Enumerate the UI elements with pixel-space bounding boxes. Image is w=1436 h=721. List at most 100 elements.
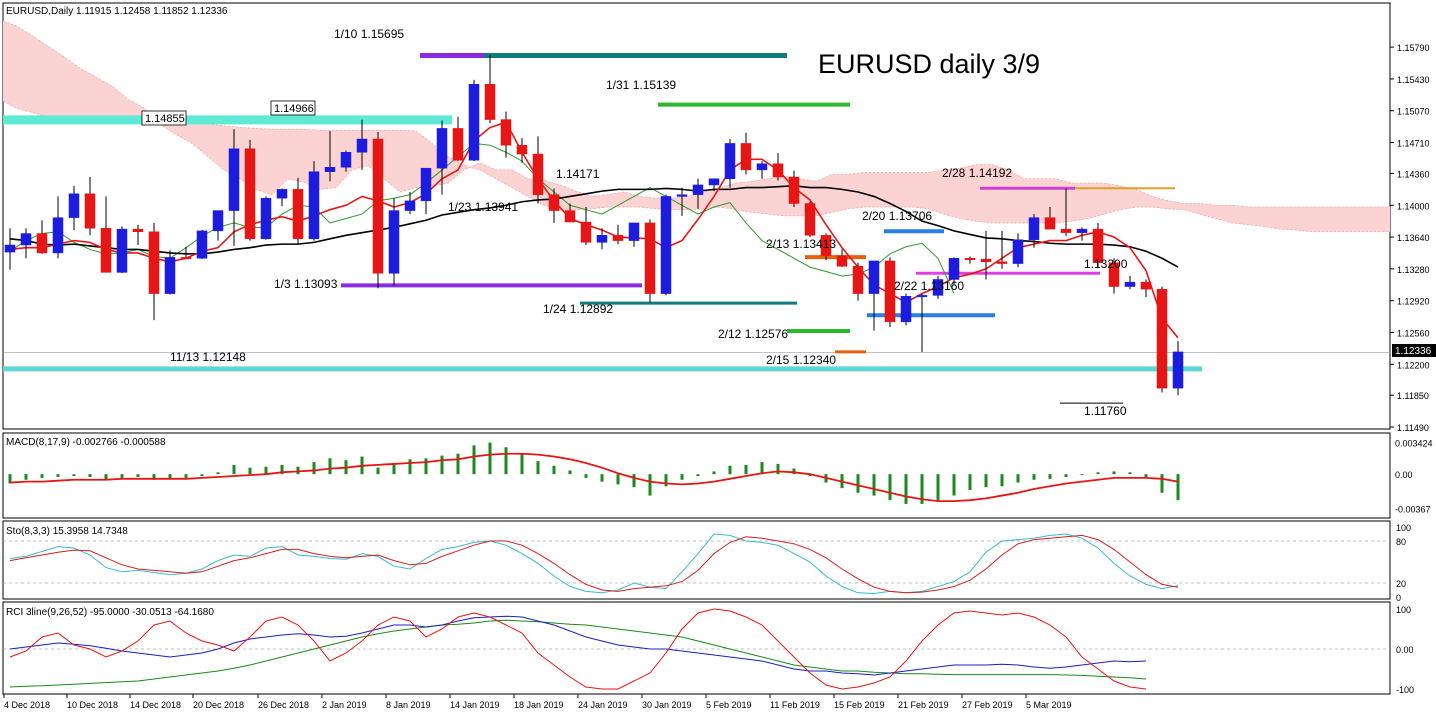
sto-y-tick-label: 100 <box>1396 523 1411 533</box>
candle-body <box>68 193 80 218</box>
macd-histogram-bar <box>200 474 204 477</box>
candle-body <box>132 228 144 233</box>
macd-histogram-bar <box>632 474 636 488</box>
cloud-segment <box>287 129 305 183</box>
x-tick-label: 10 Dec 2018 <box>67 700 118 710</box>
y-tick-label: 1.12920 <box>1397 297 1430 307</box>
cloud-segment <box>1343 206 1361 233</box>
macd-histogram-bar <box>680 474 684 480</box>
cloud-segment <box>1263 206 1281 230</box>
candle-body <box>564 210 576 223</box>
candle-body <box>1060 228 1072 233</box>
sto-panel-frame <box>2 520 1391 600</box>
candle-body <box>788 176 800 204</box>
candle-body <box>52 217 64 254</box>
macd-histogram-bar <box>968 474 972 490</box>
senkou-span-b <box>3 100 1390 233</box>
candle-body <box>612 235 624 241</box>
x-tick-label: 15 Feb 2019 <box>834 700 885 710</box>
candle-body <box>804 203 816 236</box>
cloud-segment <box>399 129 417 193</box>
current-price-label: 1.12336 <box>1395 346 1432 357</box>
macd-histogram-bar <box>520 453 524 475</box>
candle-body <box>196 230 208 259</box>
annotations: 1/10 1.15695 1.14855 1.14966 1/31 1.1513… <box>141 27 1128 418</box>
x-tick-label: 26 Dec 2018 <box>258 700 309 710</box>
candle-body <box>356 138 368 153</box>
cloud-segment <box>47 45 65 118</box>
candle-body <box>628 222 640 241</box>
macd-histogram-bar <box>872 474 876 496</box>
y-tick-label: 1.14710 <box>1397 139 1430 149</box>
candle-body <box>420 167 432 202</box>
macd-histogram-bar <box>1144 474 1148 477</box>
cloud-segment <box>1279 206 1297 231</box>
candle-body <box>980 258 992 263</box>
cloud-segment <box>1231 204 1249 225</box>
macd-histogram-bar <box>1080 474 1084 476</box>
macd-histogram-bar <box>328 458 332 475</box>
candle-body <box>1076 228 1088 233</box>
x-tick-label: 14 Jan 2019 <box>450 700 500 710</box>
cloud-segment <box>1375 206 1390 233</box>
annotation-11-13: 11/13 1.12148 <box>170 350 246 364</box>
macd-histogram-bar <box>536 461 540 475</box>
cloud-segment <box>735 181 753 213</box>
candle-body <box>1092 228 1104 263</box>
macd-signal-line <box>9 452 1179 503</box>
cloud-segment <box>319 129 337 190</box>
x-tick-label: 20 Dec 2018 <box>193 700 244 710</box>
candle-body <box>1156 288 1168 389</box>
y-tick-label: 1.11850 <box>1397 391 1429 401</box>
macd-histogram-bar <box>296 466 300 475</box>
candle-body <box>20 233 32 246</box>
candle-body <box>452 128 464 161</box>
cloud-segment <box>1295 206 1313 233</box>
candle-body <box>228 148 240 211</box>
candle-body <box>100 227 112 273</box>
rci-y-tick-label: 100 <box>1396 605 1411 615</box>
candle-body <box>900 296 912 323</box>
candle-body <box>724 143 736 180</box>
y-tick-label: 1.12560 <box>1397 328 1430 338</box>
y-tick-label: 1.15070 <box>1397 107 1430 117</box>
candle-body <box>1044 217 1056 230</box>
sto-signal-line <box>9 534 1179 594</box>
cloud-segment <box>1359 206 1377 233</box>
candle-body <box>756 163 768 171</box>
macd-histogram-bar <box>1048 474 1052 479</box>
cloud-segment <box>895 172 913 208</box>
macd-panel-frame <box>2 432 1391 519</box>
cloud-segment <box>1311 206 1329 233</box>
candle-body <box>244 148 256 240</box>
annotation-1-11760: 1.11760 <box>1084 404 1127 418</box>
y-tick-label: 1.13640 <box>1397 233 1430 243</box>
annotation-1-10-high: 1/10 1.15695 <box>334 27 404 41</box>
candle-body <box>116 228 128 273</box>
macd-header-info: MACD(8,17,9) -0.002766 -0.000588 <box>6 437 166 448</box>
macd-histogram-bar <box>728 465 732 475</box>
macd-y-tick-label: 0.00 <box>1395 470 1413 480</box>
x-tick-label: 24 Jan 2019 <box>578 700 628 710</box>
cloud-segment <box>863 172 881 208</box>
candle-body <box>180 257 192 260</box>
cloud-segment <box>31 35 49 118</box>
x-tick-label: 18 Jan 2019 <box>514 700 564 710</box>
rci-y-tick-label: -100 <box>1396 685 1414 695</box>
sto-y-tick-label: 20 <box>1396 579 1406 589</box>
macd-histogram-bar <box>792 468 796 475</box>
candle-body <box>500 119 512 146</box>
cloud-segment <box>1247 206 1265 227</box>
candle-body <box>772 163 784 178</box>
macd-histogram-bar <box>952 474 956 496</box>
macd-histogram-bar <box>152 474 156 480</box>
candle-body <box>676 194 688 197</box>
x-tick-label: 8 Jan 2019 <box>386 700 431 710</box>
candle-body <box>468 83 480 161</box>
annotation-1-14171: 1.14171 <box>556 167 600 181</box>
candle-body <box>372 138 384 274</box>
macd-histogram-bar <box>40 474 44 478</box>
annotation-1-3-low: 1/3 1.13093 <box>274 277 338 291</box>
cloud-segment <box>1039 178 1057 224</box>
